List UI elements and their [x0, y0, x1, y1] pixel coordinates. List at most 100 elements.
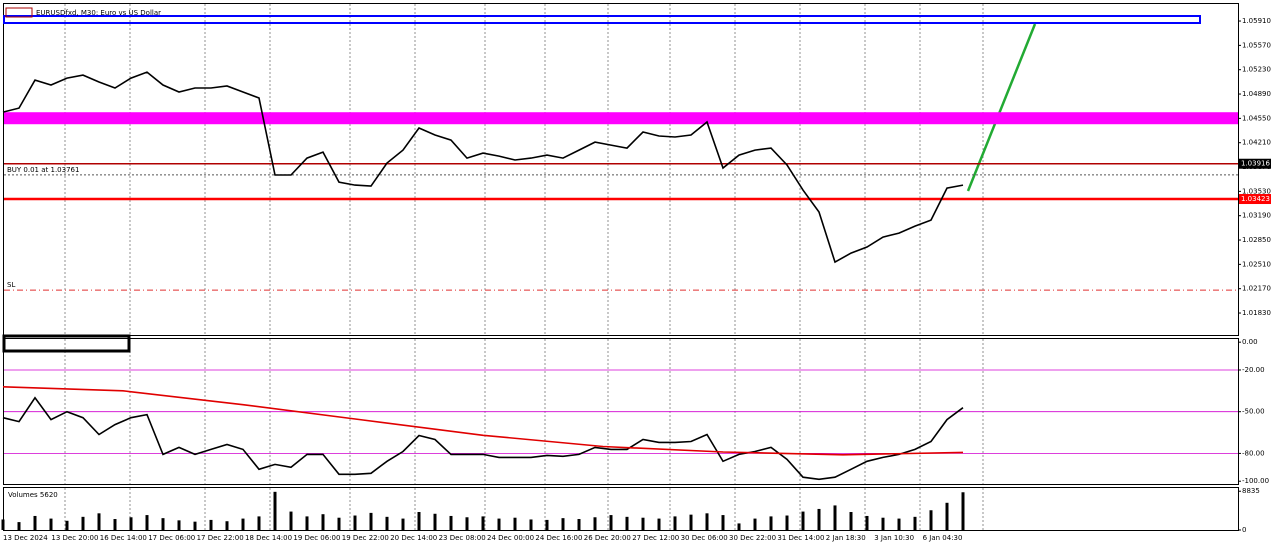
volume-bar	[289, 511, 293, 530]
volume-bar	[129, 517, 133, 530]
volume-bar	[417, 512, 421, 530]
volume-bar	[33, 515, 37, 530]
series-line	[2, 396, 964, 481]
x-tick-label: 30 Dec 06:00	[681, 534, 728, 542]
x-tick-label: 6 Jan 04:30	[923, 534, 963, 542]
price-tag-label: 1.03916	[1241, 160, 1270, 168]
volume-bar	[369, 512, 373, 530]
price-tag	[1239, 158, 1271, 169]
volume-bar	[1, 519, 5, 530]
volume-bar	[545, 519, 549, 530]
volume-bar	[145, 515, 149, 530]
volume-bar	[961, 492, 965, 530]
y-tick-label: 1.05570	[1242, 41, 1271, 49]
volume-bar	[353, 515, 357, 530]
volume-bar	[305, 516, 309, 530]
volume-bar	[561, 518, 565, 530]
x-tick-label: 18 Dec 14:00	[245, 534, 292, 542]
volume-bar	[833, 505, 837, 530]
volume-bar	[625, 516, 629, 530]
volume-bar	[113, 519, 117, 530]
volume-bar	[17, 522, 21, 530]
volume-bar	[609, 515, 613, 530]
y-tick-label: -80.00	[1242, 449, 1265, 457]
volume-bar	[257, 516, 261, 530]
zone-band	[4, 112, 1238, 125]
volume-bar	[817, 508, 821, 530]
volume-bar	[273, 491, 277, 530]
volume-bar	[913, 516, 917, 530]
volume-bar	[513, 517, 517, 530]
y-tick-label: 1.05910	[1242, 17, 1271, 25]
volume-bar	[481, 516, 485, 530]
volume-bar	[593, 517, 597, 530]
volume-bar	[241, 518, 245, 530]
x-tick-label: 17 Dec 06:00	[148, 534, 195, 542]
x-tick-label: 26 Dec 20:00	[584, 534, 631, 542]
x-tick-label: 13 Dec 2024	[3, 534, 48, 542]
volume-bar	[881, 517, 885, 530]
grid	[64, 4, 984, 530]
volume-bar	[465, 517, 469, 530]
volume-bar	[529, 519, 533, 530]
x-tick-label: 31 Dec 14:00	[777, 534, 824, 542]
y-tick-label: 8835	[1242, 487, 1260, 495]
x-tick-label: 17 Dec 22:00	[197, 534, 244, 542]
x-tick-label: 24 Dec 16:00	[535, 534, 582, 542]
main-panel	[3, 3, 1239, 336]
y-tick-label: 1.02850	[1242, 236, 1271, 244]
x-tick-label: 3 Jan 10:30	[874, 534, 914, 542]
x-tick-label: 27 Dec 12:00	[632, 534, 679, 542]
x-tick-label: 19 Dec 22:00	[342, 534, 389, 542]
volume-bar	[641, 517, 645, 530]
indicator-box	[2, 334, 131, 353]
x-tick-label: 23 Dec 08:00	[439, 534, 486, 542]
volume-bar	[65, 520, 69, 530]
volume-bar	[401, 518, 405, 530]
chart-title: EURUSDfxd, M30: Euro vs US Dollar	[36, 9, 161, 17]
volume-bar	[657, 518, 661, 530]
volume-bar	[849, 512, 853, 530]
y-tick-label: 1.03530	[1242, 187, 1271, 195]
y-tick-label: 0.00	[1242, 338, 1258, 346]
y-tick-label: 1.03190	[1242, 212, 1271, 220]
x-tick-label: 16 Dec 14:00	[100, 534, 147, 542]
volume-bar	[49, 518, 53, 530]
volume-bar	[737, 523, 741, 530]
volume-bar	[785, 515, 789, 530]
volume-bar	[449, 515, 453, 530]
volume-bar	[497, 518, 501, 530]
symbol-icon	[5, 7, 33, 18]
volume-bar	[385, 516, 389, 530]
y-tick-label: 1.01830	[1242, 309, 1271, 317]
x-tick-label: 30 Dec 22:00	[729, 534, 776, 542]
volume-bar	[801, 511, 805, 530]
y-tick-label: 1.04210	[1242, 139, 1271, 147]
x-tick-label: 24 Dec 00:00	[487, 534, 534, 542]
volume-bar	[673, 516, 677, 530]
price-tag-label: 1.03423	[1241, 195, 1270, 203]
y-tick-label: 1.04890	[1242, 90, 1271, 98]
volume-bar	[929, 510, 933, 530]
sl-label: SL	[7, 281, 15, 289]
volume-bar	[705, 513, 709, 530]
y-tick-label: 1.05230	[1242, 66, 1271, 74]
buy-label: BUY 0.01 at 1.03761	[7, 166, 79, 174]
volume-bar	[209, 519, 213, 530]
volume-bar	[161, 518, 165, 530]
volume-bar	[81, 516, 85, 530]
volume-bar	[689, 514, 693, 530]
volume-bar	[225, 521, 229, 530]
volume-bar	[945, 502, 949, 530]
volume-bar	[577, 519, 581, 530]
volume-bar	[321, 514, 325, 530]
volume-bar	[193, 521, 197, 530]
y-tick-label: 1.02510	[1242, 260, 1271, 268]
volume-bar	[97, 513, 101, 530]
y-tick-label: -20.00	[1242, 366, 1265, 374]
x-tick-label: 13 Dec 20:00	[51, 534, 98, 542]
y-tick-label: 1.02170	[1242, 285, 1271, 293]
x-tick-label: 20 Dec 14:00	[390, 534, 437, 542]
volume-bar	[865, 515, 869, 530]
